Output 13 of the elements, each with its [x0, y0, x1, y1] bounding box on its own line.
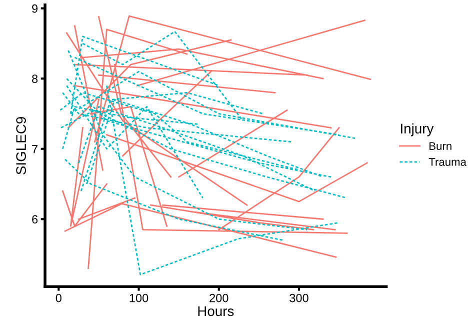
y-tick-label: 9	[32, 4, 38, 13]
x-tick-label: 300	[290, 294, 308, 302]
legend-label: Trauma	[428, 158, 466, 166]
x-tick-label: 0	[56, 294, 62, 302]
legend-label: Burn	[430, 142, 452, 150]
y-axis-title: SIGLEC9	[16, 117, 26, 174]
x-axis-title: Hours	[198, 306, 234, 316]
legend-title: Injury	[401, 123, 434, 136]
x-tick-label: 100	[130, 294, 148, 302]
y-tick-label: 7	[32, 145, 38, 154]
x-tick-label: 200	[210, 294, 228, 302]
y-tick-label: 8	[32, 74, 38, 83]
y-tick-label: 6	[32, 215, 38, 224]
